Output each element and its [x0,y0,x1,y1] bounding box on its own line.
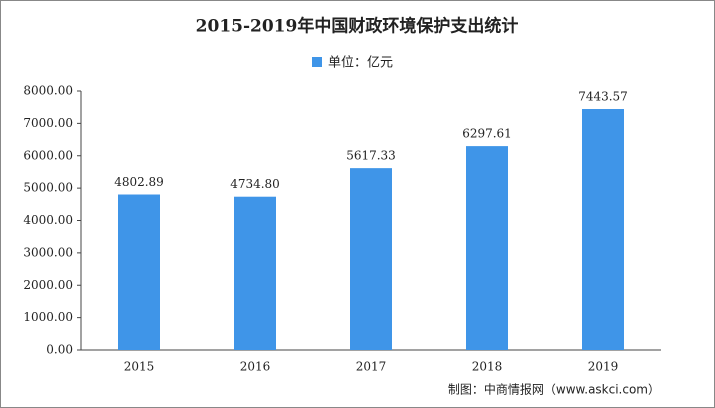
legend-label: 单位：亿元 [328,56,393,71]
x-tick-label: 2016 [240,360,271,374]
bar [118,194,160,350]
y-tick-label: 2000.00 [23,278,73,292]
y-tick-label: 0.00 [46,343,73,357]
y-tick-label: 6000.00 [23,148,73,162]
y-tick-label: 5000.00 [23,181,73,195]
y-tick-label: 4000.00 [23,213,73,227]
value-label: 7443.57 [578,90,628,104]
y-tick-label: 8000.00 [23,84,73,98]
bar [234,196,276,350]
y-tick-label: 3000.00 [23,245,73,259]
value-label: 4734.80 [230,177,280,191]
y-tick-label: 7000.00 [23,116,73,130]
bar [466,146,508,350]
legend-swatch [312,57,322,67]
value-label: 6297.61 [462,127,512,141]
y-tick-label: 1000.00 [23,310,73,324]
x-tick-label: 2017 [356,360,387,374]
x-tick-label: 2015 [124,360,155,374]
x-tick-label: 2018 [472,360,503,374]
x-tick-label: 2019 [588,360,619,374]
chart-title: 2015-2019年中国财政环境保护支出统计 [196,16,519,37]
value-label: 5617.33 [346,149,396,163]
bar [350,168,392,350]
value-label: 4802.89 [114,175,164,189]
source-note: 制图：中商情报网（www.askci.com） [448,382,660,397]
bar [582,109,624,350]
